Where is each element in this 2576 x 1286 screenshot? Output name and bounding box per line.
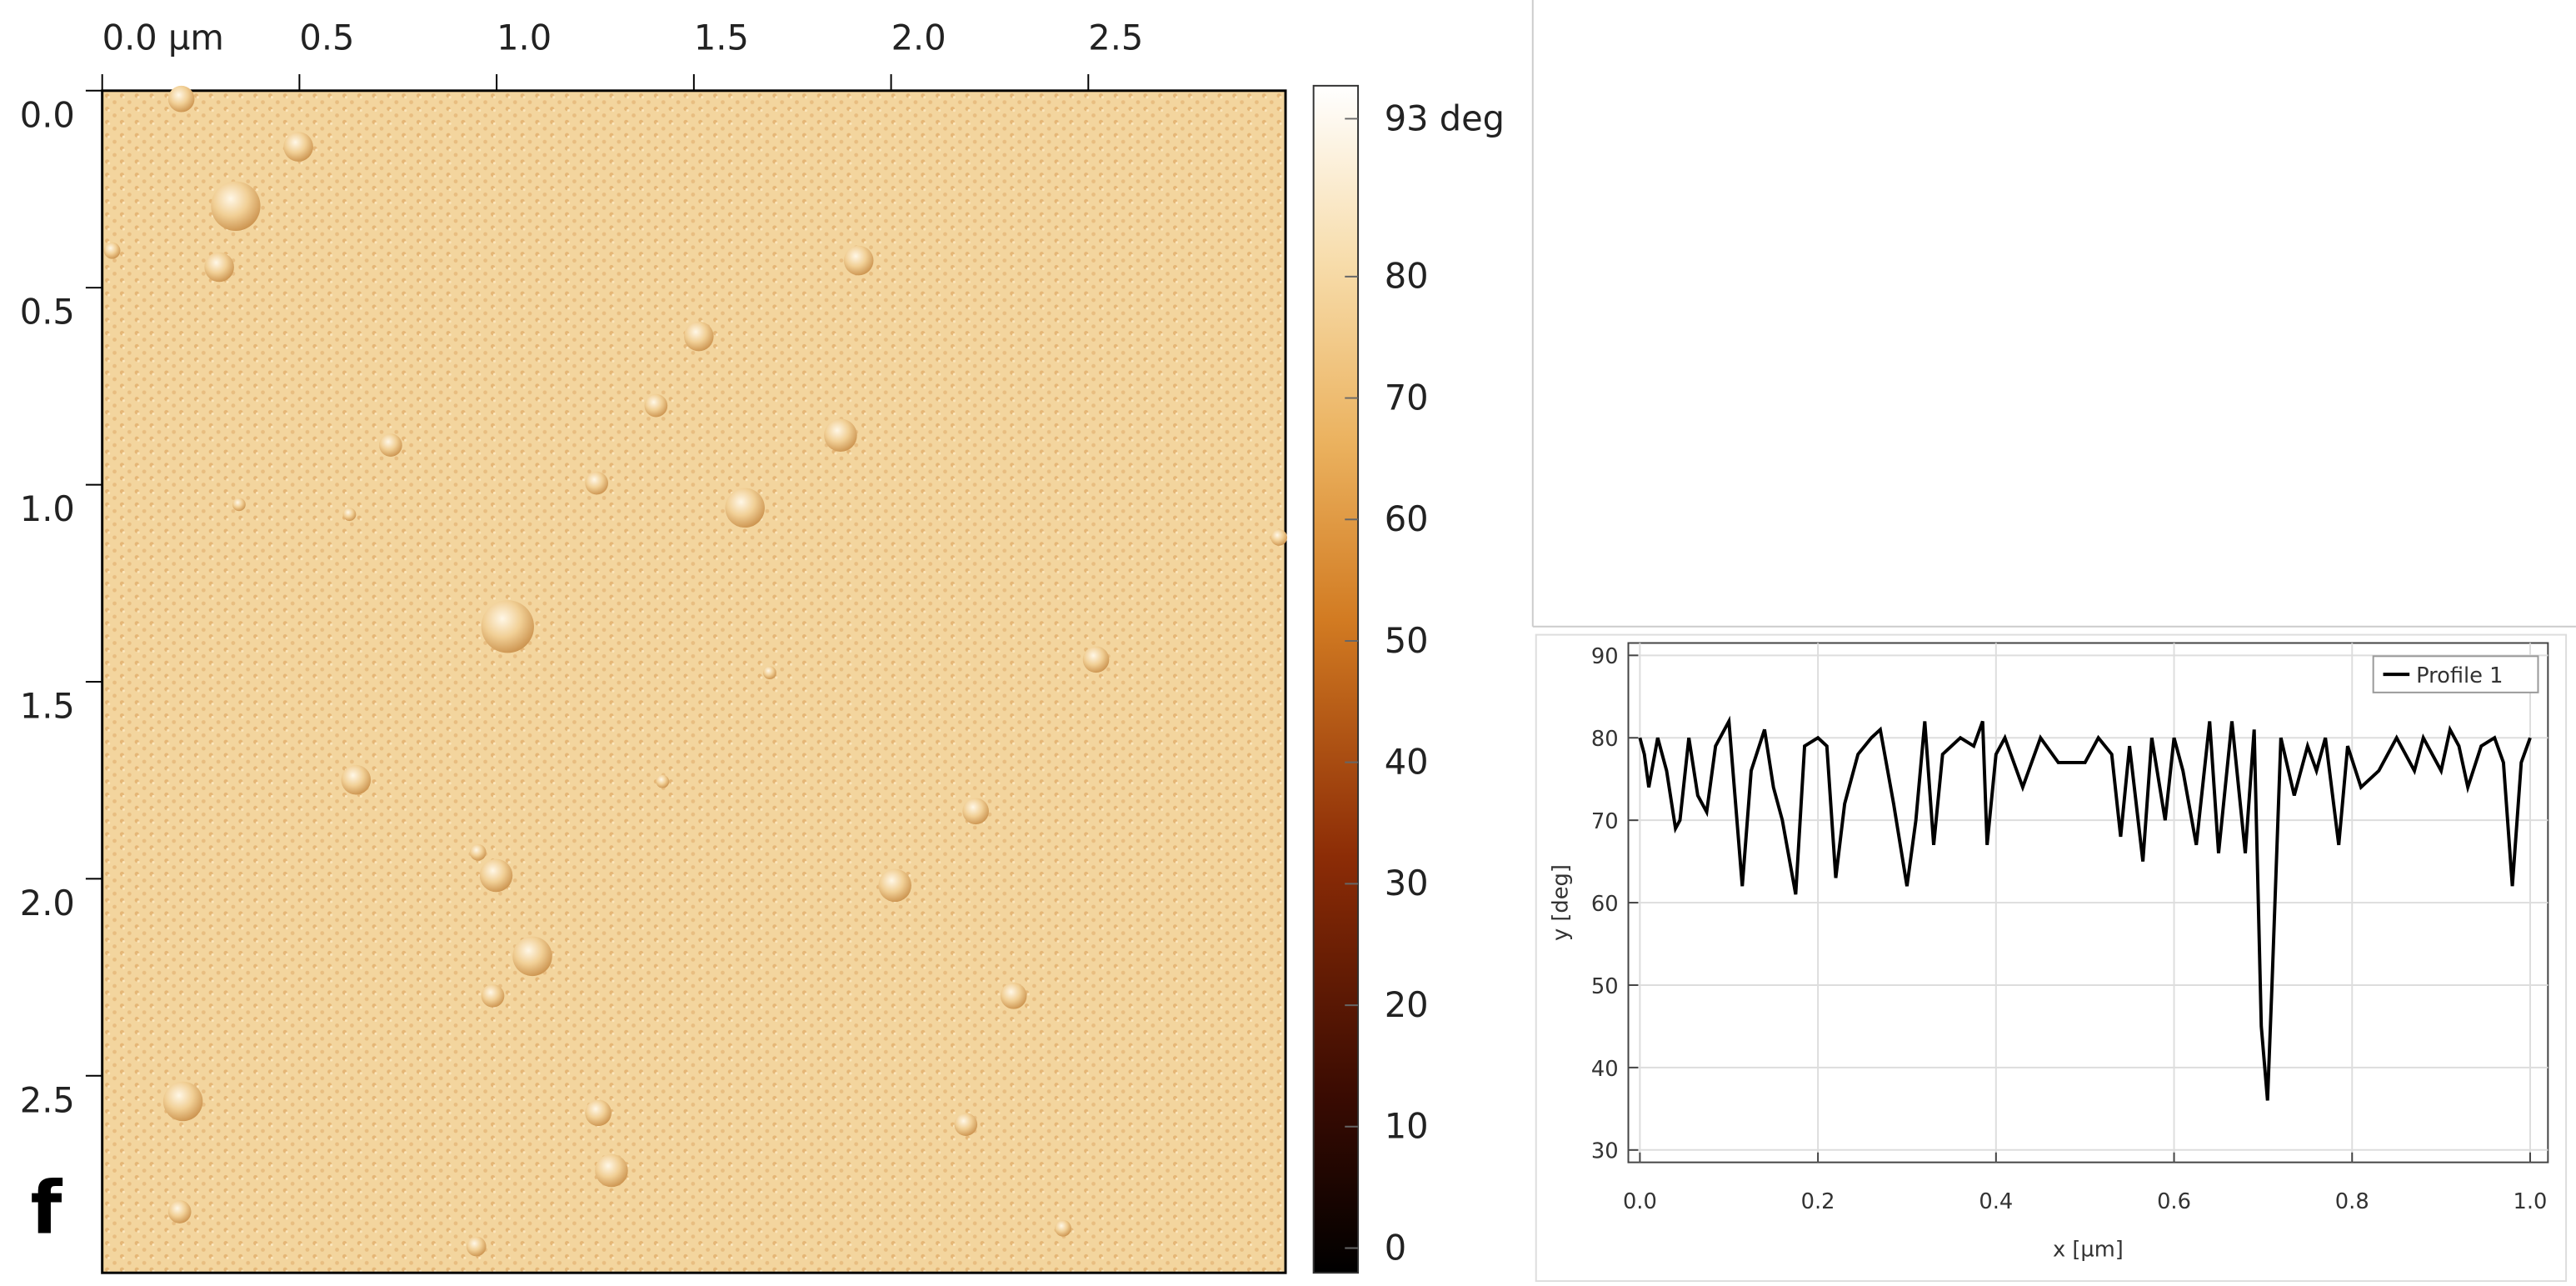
y-tick-label: 0.0	[20, 94, 75, 135]
y-tick-label: 60	[1591, 892, 1619, 917]
colorbar-tick-label: 40	[1385, 742, 1429, 783]
colorbar-tick-label: 10	[1385, 1106, 1429, 1147]
particle	[167, 1200, 192, 1223]
x-tick-label: 0.0 µm	[102, 17, 224, 58]
particle	[204, 252, 234, 283]
colorbar-tick-label: 20	[1385, 984, 1429, 1025]
x-tick-label: 0.6	[2157, 1189, 2191, 1214]
particle	[481, 983, 505, 1008]
colorbar-tick-label: 70	[1385, 377, 1429, 418]
particle	[962, 798, 989, 825]
x-tick-label: 0.8	[2335, 1189, 2369, 1214]
particle	[683, 321, 714, 352]
particle	[512, 936, 552, 977]
particle	[1055, 1219, 1071, 1237]
particle	[843, 245, 874, 276]
particle	[1082, 646, 1110, 673]
y-tick-label: 30	[1591, 1139, 1619, 1164]
particle	[595, 1153, 628, 1188]
particle	[878, 868, 911, 903]
particle	[283, 132, 313, 162]
particle	[762, 666, 776, 680]
x-tick-label: 2.5	[1088, 17, 1143, 58]
x-tick-label: 1.0	[497, 17, 552, 58]
y-tick-label: 1.5	[20, 686, 75, 727]
y-tick-label: 2.0	[20, 883, 75, 923]
x-tick-label: 0.4	[1979, 1189, 2013, 1214]
y-tick-label: 2.5	[20, 1079, 75, 1120]
particles	[103, 85, 1288, 1257]
colorbar	[1312, 84, 1360, 1274]
y-tick-label: 90	[1591, 644, 1619, 669]
particle	[1000, 983, 1027, 1009]
x-tick-label: 0.2	[1801, 1189, 1835, 1214]
particle	[232, 498, 246, 512]
particle	[162, 1081, 203, 1122]
particle	[1271, 529, 1288, 546]
particle	[167, 85, 195, 113]
profile-panel	[1535, 633, 2568, 1283]
particle	[342, 508, 357, 522]
colorbar-tick-label: 60	[1385, 498, 1429, 539]
particle	[103, 242, 121, 259]
x-tick-label: 1.5	[694, 17, 749, 58]
x-tick-label: 0.0	[1623, 1189, 1657, 1214]
y-axis-label: y [deg]	[1548, 864, 1573, 941]
y-tick-label: 40	[1591, 1057, 1619, 1082]
x-tick-label: 1.0	[2514, 1189, 2548, 1214]
y-tick-label: 70	[1591, 809, 1619, 834]
y-tick-label: 1.0	[20, 488, 75, 529]
colorbar-tick-label: 30	[1385, 863, 1429, 903]
particle	[211, 181, 261, 231]
y-tick-label: 80	[1591, 727, 1619, 752]
particle	[466, 1236, 487, 1257]
panel-label: f	[30, 1166, 62, 1251]
particle	[656, 774, 670, 788]
colorbar-tick-label: 0	[1385, 1227, 1406, 1268]
profile-line	[1638, 715, 2532, 1101]
particle	[585, 471, 608, 495]
y-tick-label: 0.5	[20, 292, 75, 333]
legend-label: Profile 1	[2416, 663, 2503, 688]
particle	[379, 433, 402, 457]
particle	[824, 418, 857, 453]
particle	[725, 488, 765, 528]
particle	[481, 600, 534, 653]
particle	[341, 764, 372, 795]
colorbar-tick-label: 50	[1385, 620, 1429, 661]
particle	[469, 843, 487, 861]
x-tick-label: 2.0	[891, 17, 946, 58]
particle	[954, 1113, 978, 1136]
colorbar-tick-label: 93 deg	[1385, 98, 1505, 138]
afm-image	[101, 89, 1287, 1274]
y-tick-label: 50	[1591, 974, 1619, 999]
colorbar-tick-label: 80	[1385, 256, 1429, 297]
particle	[479, 858, 513, 893]
particle	[644, 393, 668, 418]
x-axis-label: x [µm]	[2053, 1237, 2124, 1262]
particle	[585, 1099, 612, 1127]
x-tick-label: 0.5	[299, 17, 354, 58]
